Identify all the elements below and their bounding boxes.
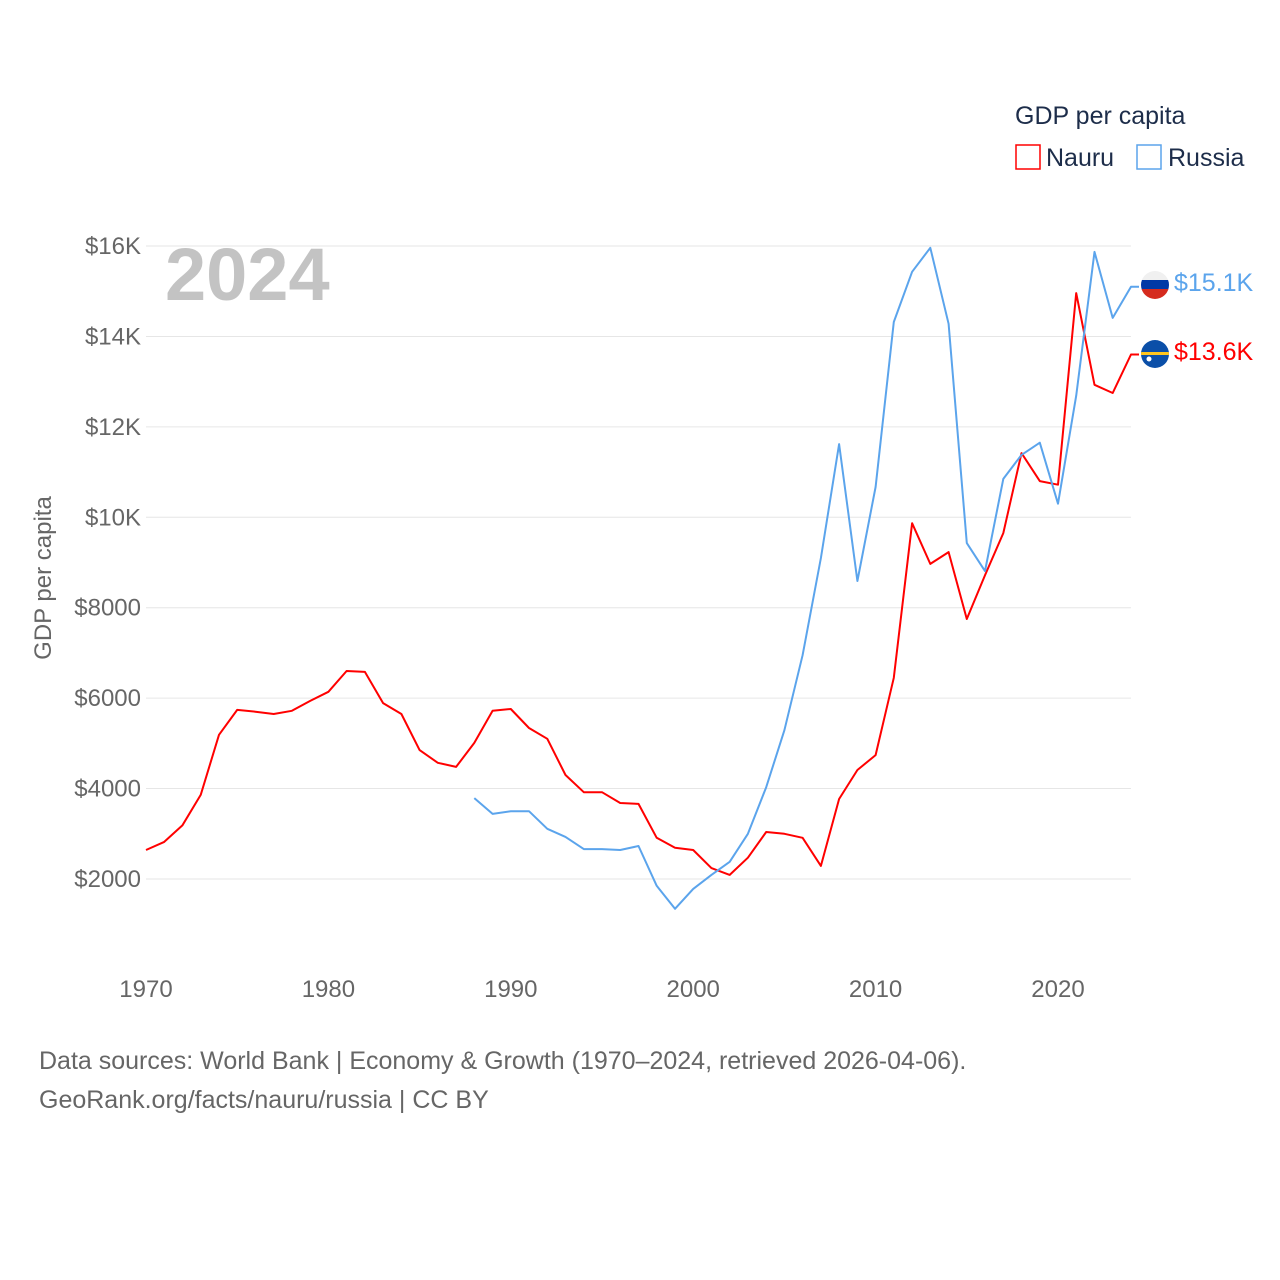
legend-title: GDP per capita bbox=[1015, 102, 1186, 130]
legend-label-russia: Russia bbox=[1168, 144, 1245, 172]
x-axis-ticks: 1970 1980 1990 2000 2010 2020 bbox=[119, 976, 1084, 1003]
legend-label-nauru: Nauru bbox=[1046, 144, 1114, 172]
y-tick-label: $14K bbox=[85, 323, 141, 350]
x-tick-label: 1970 bbox=[119, 976, 172, 1003]
y-tick-label: $10K bbox=[85, 504, 141, 531]
legend-swatch-nauru bbox=[1015, 144, 1041, 170]
y-axis-ticks: $2000 $4000 $6000 $8000 $10K $12K $14K $16K bbox=[74, 233, 141, 893]
nauru-flag-icon bbox=[1141, 340, 1169, 368]
legend-item-nauru[interactable]: Nauru bbox=[1015, 144, 1114, 172]
x-tick-label: 2000 bbox=[667, 976, 720, 1003]
russia-end-label: $15.1K bbox=[1174, 269, 1254, 297]
y-tick-label: $4000 bbox=[74, 776, 141, 803]
year-watermark: 2024 bbox=[165, 233, 330, 316]
x-tick-label: 1990 bbox=[484, 976, 537, 1003]
legend-item-russia[interactable]: Russia bbox=[1136, 144, 1245, 172]
legend-swatch-russia bbox=[1136, 144, 1162, 170]
y-axis-label: GDP per capita bbox=[30, 496, 57, 660]
series-line-russia bbox=[473, 246, 1139, 910]
y-tick-label: $8000 bbox=[74, 595, 141, 622]
series-lines bbox=[145, 246, 1139, 910]
source-line-1: Data sources: World Bank | Economy & Gro… bbox=[39, 1047, 966, 1075]
x-tick-label: 2010 bbox=[849, 976, 902, 1003]
y-tick-label: $12K bbox=[85, 414, 141, 441]
gridlines bbox=[146, 245, 1131, 880]
russia-flag-icon bbox=[1141, 271, 1169, 299]
nauru-end-label: $13.6K bbox=[1174, 338, 1254, 366]
x-tick-label: 2020 bbox=[1031, 976, 1084, 1003]
x-tick-label: 1980 bbox=[302, 976, 355, 1003]
y-tick-label: $6000 bbox=[74, 685, 141, 712]
source-link[interactable]: GeoRank.org/facts/nauru/russia | CC BY bbox=[39, 1086, 489, 1114]
series-line-nauru bbox=[145, 292, 1139, 876]
y-tick-label: $2000 bbox=[74, 866, 141, 893]
legend: GDP per capita Nauru Russia bbox=[1015, 102, 1245, 172]
y-tick-label: $16K bbox=[85, 233, 141, 260]
